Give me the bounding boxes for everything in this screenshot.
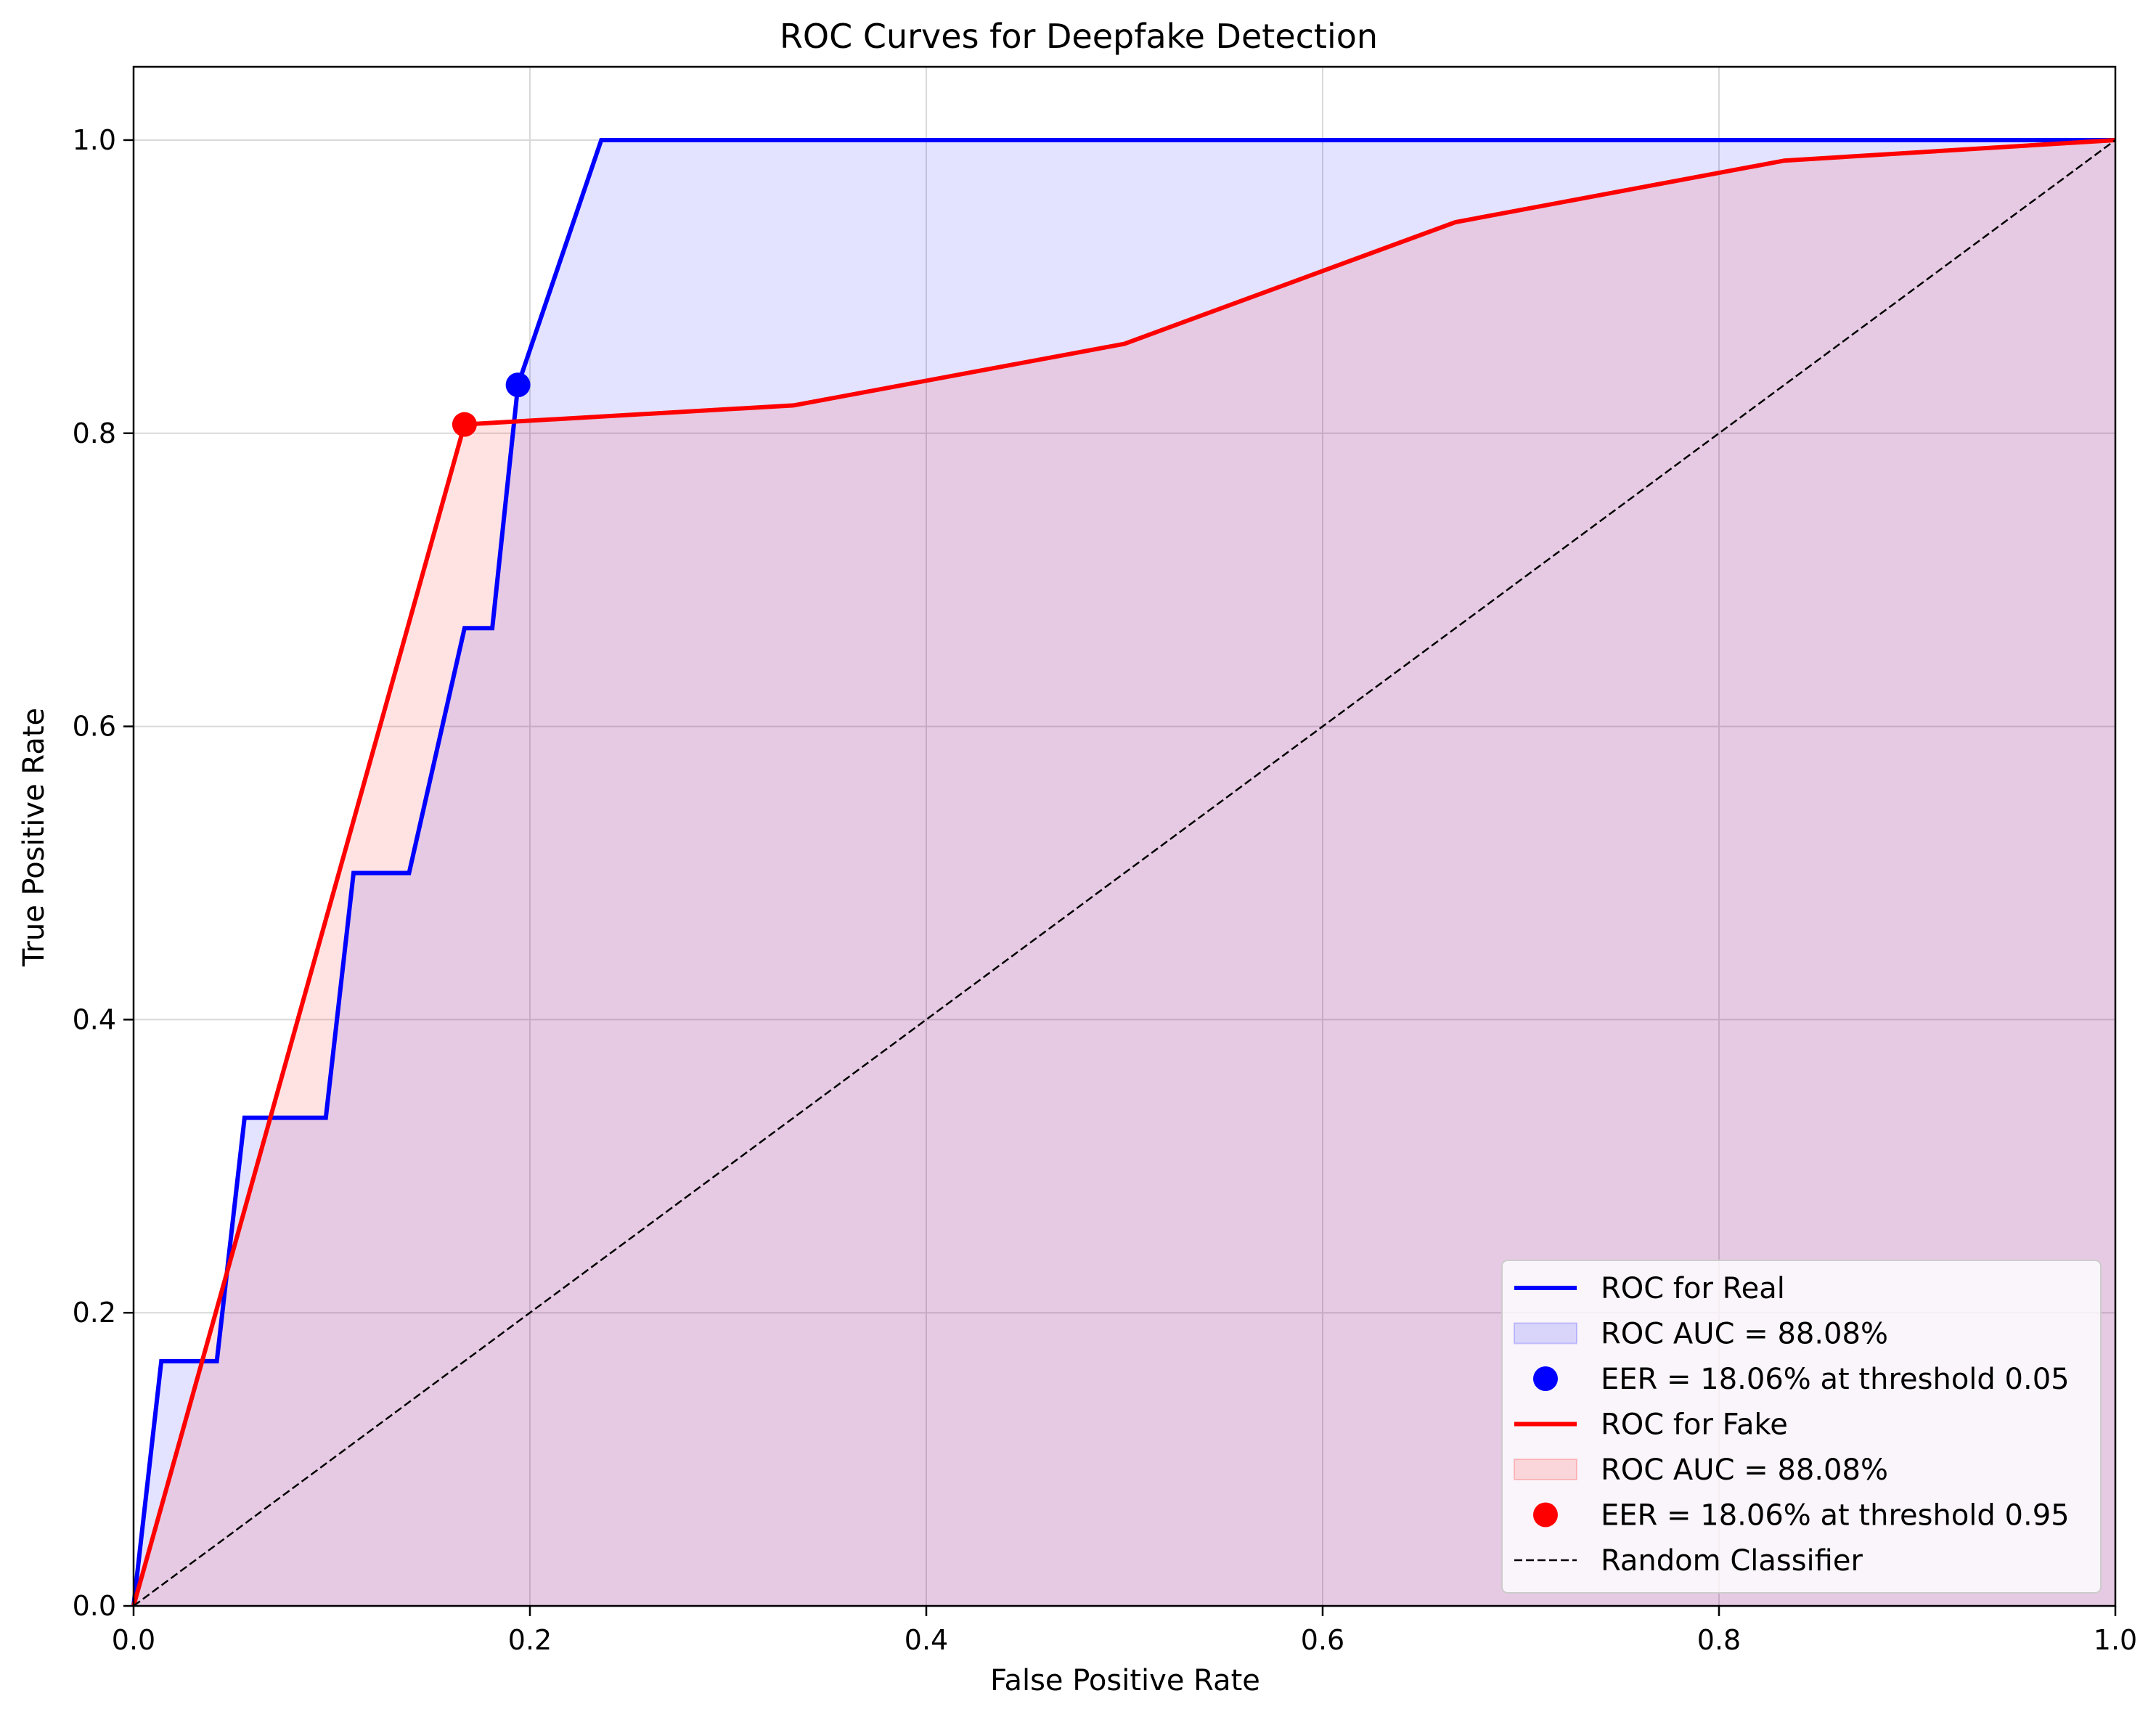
legend-entry-eer-1: EER = 18.06% at threshold 0.95 xyxy=(1533,1499,2070,1533)
legend-entry-line-0: ROC for Real xyxy=(1514,1272,1785,1305)
legend-label: ROC AUC = 88.08% xyxy=(1601,1318,1888,1351)
x-tick-label-2: 0.4 xyxy=(905,1624,948,1656)
roc-line-0 xyxy=(131,137,2115,1607)
legend-box xyxy=(1501,1260,2102,1594)
legend-entry-auc-0: ROC AUC = 88.08% xyxy=(1514,1318,1888,1351)
legend-marker-swatch xyxy=(1533,1502,1558,1528)
legend-marker-swatch xyxy=(1533,1366,1558,1391)
x-tick-label-5: 1.0 xyxy=(2094,1624,2137,1656)
x-tick-label-3: 0.6 xyxy=(1301,1624,1344,1656)
legend-entry-auc-1: ROC AUC = 88.08% xyxy=(1514,1453,1888,1487)
x-tick-label-0: 0.0 xyxy=(112,1624,155,1656)
x-axis-label: False Positive Rate xyxy=(990,1664,1260,1697)
legend-fill-swatch xyxy=(1514,1322,1577,1345)
legend-entry-eer-0: EER = 18.06% at threshold 0.05 xyxy=(1533,1363,2070,1396)
random-classifier-line xyxy=(133,139,2116,1607)
legend-fill-swatch xyxy=(1514,1459,1577,1480)
eer-point-1 xyxy=(452,412,477,437)
legend-label: ROC AUC = 88.08% xyxy=(1601,1453,1888,1487)
plot-frame xyxy=(132,65,2117,1607)
chart-title: ROC Curves for Deepfake Detection xyxy=(780,17,1378,56)
axis-ticks: 0.0 0.2 0.4 0.6 0.8 1.0 0.0 0.2 0.4 0.6 0.8 1.0 xyxy=(73,124,2138,1656)
legend-label: ROC for Fake xyxy=(1601,1408,1788,1442)
legend-label: Random Classifier xyxy=(1601,1544,1863,1578)
y-tick-label-5: 1.0 xyxy=(73,124,116,156)
legend-label: EER = 18.06% at threshold 0.95 xyxy=(1601,1499,2070,1533)
y-tick-label-1: 0.2 xyxy=(73,1297,116,1329)
legend-entry-random: Random Classifier xyxy=(1514,1544,1863,1578)
eer-markers xyxy=(452,372,531,437)
y-tick-label-0: 0.0 xyxy=(73,1590,116,1622)
legend-label: EER = 18.06% at threshold 0.05 xyxy=(1601,1363,2070,1396)
legend-label: ROC for Real xyxy=(1601,1272,1785,1305)
y-tick-label-4: 0.8 xyxy=(73,417,116,449)
y-tick-label-3: 0.6 xyxy=(73,711,116,743)
x-tick-label-4: 0.8 xyxy=(1697,1624,1741,1656)
y-tick-label-2: 0.4 xyxy=(73,1003,116,1035)
legend: ROC for Real ROC AUC = 88.08% EER = 18.06%… xyxy=(1501,1260,2102,1594)
y-axis-label: True Positive Rate xyxy=(17,708,51,967)
x-tick-label-1: 0.2 xyxy=(508,1624,552,1656)
legend-entry-line-1: ROC for Fake xyxy=(1514,1408,1788,1442)
grid xyxy=(133,67,2116,1607)
eer-point-0 xyxy=(505,372,531,398)
